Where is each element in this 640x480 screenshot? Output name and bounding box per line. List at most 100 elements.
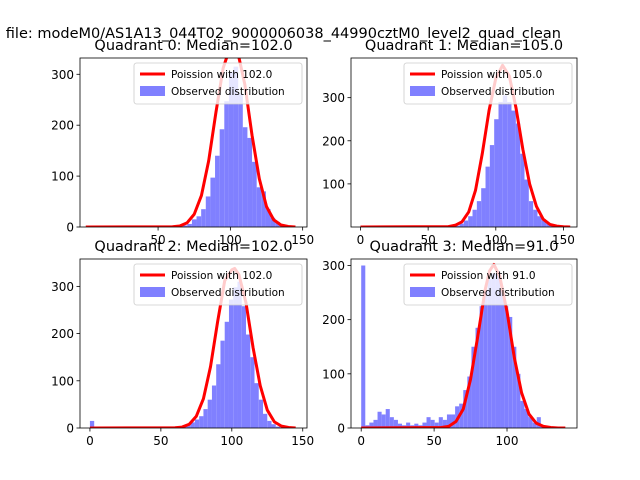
histogram-bar	[237, 281, 242, 428]
histogram-bar	[233, 66, 239, 227]
y-tick-label: 300	[51, 68, 74, 82]
histogram-bar	[463, 220, 469, 227]
x-tick-label: 0	[86, 434, 94, 448]
histogram-bar	[532, 422, 537, 428]
legend-box	[403, 263, 573, 306]
quadrant-3-panel: 0 50 100 0 100 200 300 Quadrant 3: Median=91.0 P…	[322, 239, 578, 448]
y-tick-label: 200	[322, 134, 345, 148]
x-tick-label: 150	[291, 434, 314, 448]
y-tick-label: 200	[51, 119, 74, 133]
histogram-bar	[194, 419, 200, 428]
histogram-bar	[265, 209, 271, 227]
axes-frame	[350, 57, 578, 228]
histogram-bar	[472, 209, 477, 227]
histogram-bar	[507, 101, 512, 227]
histogram-bar	[397, 423, 403, 428]
legend-bar-swatch	[140, 287, 165, 297]
histogram-bar	[541, 220, 547, 227]
histogram-bar	[528, 417, 533, 428]
histogram-bar	[267, 420, 272, 428]
histogram-bar	[270, 217, 276, 227]
legend-box	[403, 62, 573, 105]
x-tick-label: 100	[220, 434, 243, 448]
histogram-bar	[546, 223, 551, 227]
legend-bar-label: Observed distribution	[441, 287, 555, 299]
y-tick-label: 0	[337, 422, 345, 436]
x-tick-label: 0	[357, 233, 365, 247]
y-tick-label: 100	[322, 177, 345, 191]
figure-suptitle: n file: modeM0/AS1A13_044T02_9000006038_…	[0, 26, 561, 42]
histogram-bar	[258, 399, 264, 428]
x-tick-label: 50	[426, 434, 441, 448]
legend-bar-swatch	[410, 86, 435, 96]
axes-frame	[79, 57, 308, 228]
observed-histogram	[455, 95, 560, 227]
quadrant-1-panel: 0 50 100 150 100 200 300 Quadrant 1: Median=105…	[322, 38, 578, 247]
legend-line-label: Poission with 102.0	[171, 270, 272, 282]
histogram-bar	[190, 422, 195, 428]
quadrant-2-panel: 0 50 100 150 0 100 200 300 Quadrant 2: Median=10…	[51, 239, 314, 448]
histogram-bar	[186, 425, 191, 428]
histogram-bar	[511, 110, 516, 227]
histogram-bar	[219, 129, 225, 227]
histogram-bar	[455, 225, 460, 227]
histogram-bar	[275, 426, 281, 428]
x-tick-label: 100	[496, 434, 519, 448]
subplot-title: Quadrant 2: Median=102.0	[94, 239, 292, 255]
y-tick-label: 300	[322, 259, 345, 273]
histogram-bar	[182, 225, 188, 227]
histogram-bar	[271, 424, 276, 428]
histogram-bar	[446, 414, 452, 428]
histogram-bar	[479, 306, 484, 428]
histogram-bar	[389, 417, 394, 428]
histogram-bar	[205, 196, 211, 227]
x-tick-label: 50	[153, 434, 168, 448]
y-tick-label: 200	[51, 327, 74, 341]
histogram-bar	[508, 316, 513, 428]
x-tick-label: 100	[219, 233, 242, 247]
histogram-bar	[220, 340, 225, 428]
histogram-bar	[520, 400, 525, 428]
histogram-bar	[430, 419, 435, 428]
histogram-bar	[504, 306, 509, 428]
histogram-bar	[528, 201, 534, 227]
legend-line-label: Poission with 105.0	[441, 69, 542, 81]
legend-bar-swatch	[140, 86, 165, 96]
legend: Poission with 105.0 Observed distribution	[403, 62, 573, 105]
histogram-bar	[524, 179, 529, 227]
histogram-bar	[533, 209, 538, 227]
histogram-bar	[476, 201, 482, 227]
histogram-bar	[536, 417, 541, 428]
histogram-bar	[459, 223, 464, 227]
observed-histogram	[182, 66, 294, 227]
histogram-bar	[210, 177, 216, 227]
x-tick-label: 50	[420, 233, 435, 247]
histogram-bar	[426, 417, 431, 428]
legend: Poission with 102.0 Observed distribution	[133, 62, 303, 105]
histogram-bar	[377, 411, 382, 428]
axes-frame	[79, 258, 308, 429]
histogram-bar	[524, 409, 529, 428]
x-tick-label: 150	[291, 233, 314, 247]
histogram-bar	[238, 93, 243, 227]
y-tick-label: 300	[322, 91, 345, 105]
histogram-bar	[434, 422, 439, 428]
histogram-bar	[468, 216, 473, 227]
observed-histogram	[89, 281, 285, 428]
legend: Poission with 91.0 Observed distribution	[403, 263, 573, 306]
histogram-bar	[475, 327, 480, 428]
y-tick-label: 200	[322, 313, 345, 327]
histogram-bar	[201, 209, 206, 227]
x-tick-label: 50	[150, 233, 165, 247]
histogram-bar	[393, 419, 398, 428]
histogram-bar	[502, 95, 508, 227]
legend-bar-swatch	[410, 287, 435, 297]
histogram-bar	[216, 364, 221, 428]
histogram-bar	[487, 279, 492, 428]
histogram-bar	[373, 419, 378, 428]
histogram-bar	[494, 119, 499, 227]
y-tick-label: 100	[51, 374, 74, 388]
histogram-bar	[471, 346, 476, 428]
legend-bar-label: Observed distribution	[441, 86, 555, 98]
